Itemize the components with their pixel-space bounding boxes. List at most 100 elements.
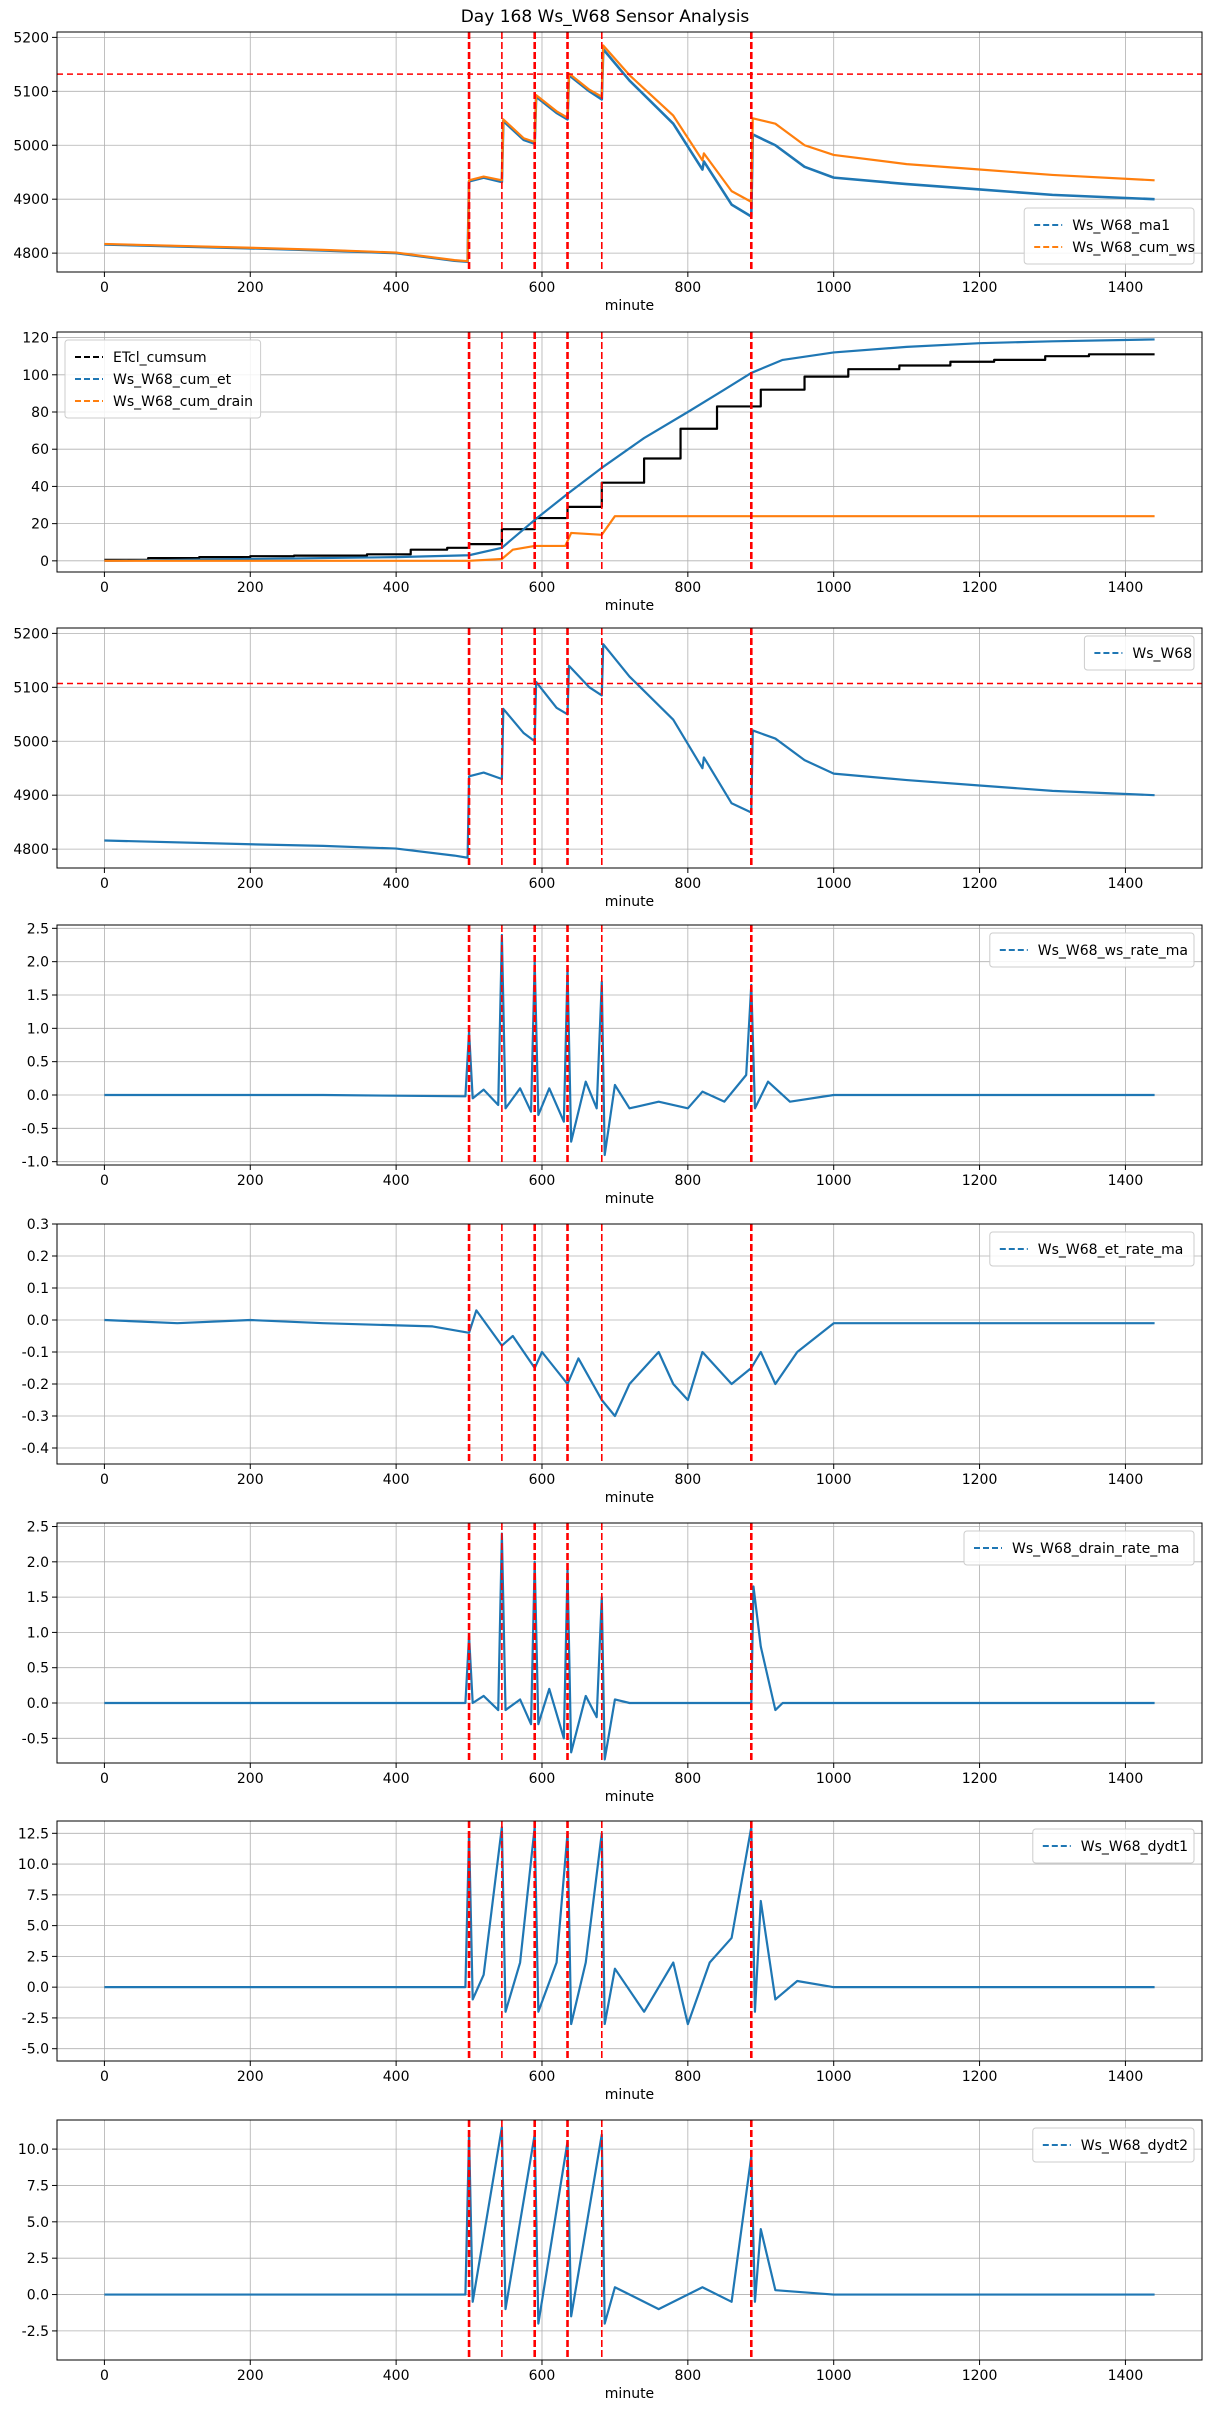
- legend-box: [963, 1530, 1195, 1566]
- x-tick-label: 800: [674, 1771, 701, 1787]
- x-tick-label: 600: [529, 876, 556, 892]
- x-tick-label: 1400: [1108, 1472, 1144, 1488]
- x-tick-label: 400: [383, 1771, 410, 1787]
- legend-box: [1023, 207, 1195, 265]
- axes-frame: [56, 2119, 1203, 2361]
- x-tick-label: 600: [529, 1771, 556, 1787]
- x-tick-label: 1200: [962, 2069, 998, 2085]
- x-tick-label: 200: [237, 876, 264, 892]
- x-tick-label: 200: [237, 280, 264, 296]
- y-tick-label: 2.5: [27, 1949, 49, 1965]
- x-tick-label: 1000: [816, 1472, 852, 1488]
- series-line-3: [104, 515, 1155, 562]
- x-tick-label: 400: [383, 580, 410, 596]
- x-tick-label: 1400: [1108, 1771, 1144, 1787]
- series-line-2: [104, 338, 1155, 562]
- x-axis-label: minute: [605, 894, 654, 910]
- y-tick-label: 1.5: [27, 988, 49, 1004]
- y-tick-label: 5.0: [27, 1919, 49, 1935]
- axes-frame: [56, 1223, 1203, 1465]
- legend-label: Ws_W68: [1132, 646, 1192, 662]
- x-tick-label: 1200: [962, 1472, 998, 1488]
- y-tick-label: 1.0: [27, 1021, 49, 1037]
- x-tick-label: 400: [383, 2368, 410, 2384]
- x-tick-label: 1400: [1108, 2368, 1144, 2384]
- x-axis-label: minute: [605, 1789, 654, 1805]
- x-tick-label: 1400: [1108, 2069, 1144, 2085]
- y-tick-label: 100: [22, 368, 49, 384]
- series-line-2: [104, 44, 1155, 263]
- series-line-1: [104, 2126, 1155, 2325]
- legend-label: Ws_W68_et_rate_ma: [1038, 1242, 1184, 1258]
- y-tick-label: 5000: [13, 734, 49, 750]
- x-tick-label: 1200: [962, 280, 998, 296]
- y-tick-label: 1.5: [27, 1590, 49, 1606]
- y-tick-label: 5000: [13, 138, 49, 154]
- legend: Ws_W68_et_rate_ma: [989, 1231, 1195, 1267]
- legend: ETcl_cumsum Ws_W68_cum_et Ws_W68_cum_drain: [64, 339, 262, 419]
- series-group: [104, 44, 1155, 264]
- y-tick-label: 0.2: [27, 1249, 49, 1265]
- y-tick-label: -2.5: [22, 2011, 49, 2027]
- legend-box: [989, 1231, 1195, 1267]
- y-tick-label: -5.0: [22, 2042, 49, 2058]
- y-tick-label: 5200: [13, 626, 49, 642]
- series-line-1: [104, 47, 1155, 264]
- x-tick-label: 1000: [816, 2368, 852, 2384]
- x-tick-label: 200: [237, 1173, 264, 1189]
- axes-frame: [56, 1820, 1203, 2062]
- legend-label: Ws_W68_cum_drain: [113, 394, 253, 410]
- x-tick-label: 1000: [816, 876, 852, 892]
- x-tick-label: 0: [100, 2368, 109, 2384]
- legend-box: [989, 932, 1195, 968]
- x-tick-label: 400: [383, 2069, 410, 2085]
- subplot-4: 0 200 400 600 800 1000 1200 1400 -1.0 -0.5 0.0 0.5 1…: [22, 921, 1203, 1207]
- y-tick-label: 10.0: [18, 1857, 49, 1873]
- x-tick-label: 1200: [962, 876, 998, 892]
- x-tick-label: 800: [674, 580, 701, 596]
- x-tick-label: 800: [674, 2368, 701, 2384]
- x-axis-label: minute: [605, 2386, 654, 2402]
- legend: Ws_W68_ws_rate_ma: [989, 932, 1195, 968]
- y-tick-label: -0.2: [22, 1377, 49, 1393]
- x-tick-label: 1400: [1108, 876, 1144, 892]
- legend-label: Ws_W68_ws_rate_ma: [1038, 943, 1188, 959]
- y-tick-label: 5100: [13, 84, 49, 100]
- subplot-3: 0 200 400 600 800 1000 1200 1400 4800 4900 5000 510…: [13, 626, 1203, 910]
- x-tick-label: 1400: [1108, 1173, 1144, 1189]
- x-tick-label: 200: [237, 2069, 264, 2085]
- x-tick-label: 600: [529, 2069, 556, 2085]
- x-tick-label: 600: [529, 1472, 556, 1488]
- legend-label: Ws_W68_dydt1: [1081, 1839, 1188, 1855]
- legend-label: ETcl_cumsum: [113, 350, 207, 366]
- y-tick-label: 0.0: [27, 1313, 49, 1329]
- y-tick-label: 4900: [13, 788, 49, 804]
- y-tick-label: 2.0: [27, 955, 49, 971]
- y-tick-label: -2.5: [22, 2324, 49, 2340]
- y-tick-label: -0.5: [22, 1121, 49, 1137]
- y-tick-label: 0.3: [27, 1217, 49, 1233]
- x-tick-label: 600: [529, 2368, 556, 2384]
- x-tick-label: 200: [237, 1771, 264, 1787]
- subplot-1: 0 200 400 600 800 1000 1200 1400 4800 4900 5000 510…: [13, 30, 1203, 314]
- y-tick-label: 80: [31, 405, 49, 421]
- y-tick-label: 20: [31, 517, 49, 533]
- y-tick-label: 7.5: [27, 2178, 49, 2194]
- y-tick-label: 0.1: [27, 1281, 49, 1297]
- series-group: [104, 1309, 1155, 1418]
- x-axis-label: minute: [605, 598, 654, 614]
- y-tick-label: 4800: [13, 842, 49, 858]
- y-tick-label: 4900: [13, 192, 49, 208]
- series-line-1: [104, 643, 1155, 859]
- axes-frame: [56, 924, 1203, 1166]
- x-tick-label: 800: [674, 280, 701, 296]
- x-tick-label: 1000: [816, 2069, 852, 2085]
- x-tick-label: 1200: [962, 1173, 998, 1189]
- y-tick-label: -0.5: [22, 1731, 49, 1747]
- y-tick-label: 2.5: [27, 1520, 49, 1536]
- y-tick-label: 120: [22, 331, 49, 347]
- x-tick-label: 1000: [816, 580, 852, 596]
- y-tick-label: 0: [40, 554, 49, 570]
- y-tick-label: 7.5: [27, 1888, 49, 1904]
- x-tick-label: 0: [100, 876, 109, 892]
